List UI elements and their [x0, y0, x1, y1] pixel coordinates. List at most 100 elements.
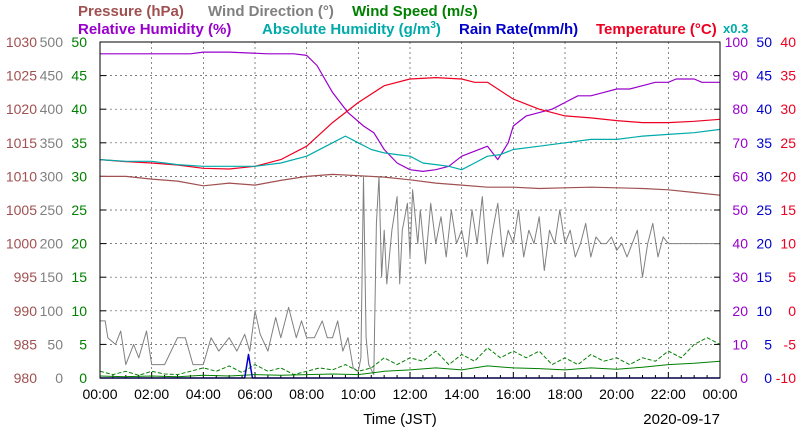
- y-tick-label-temperature: 20: [780, 168, 796, 184]
- legend: Pressure (hPa) Wind Direction (°) Wind Spe…: [78, 3, 748, 38]
- y-tick-label-humidity: 40: [732, 236, 748, 252]
- y-tick-label-wind_speed: 45: [71, 68, 87, 84]
- y-tick-label-pressure: 1000: [6, 236, 37, 252]
- y-tick-label-wind_direction: 500: [40, 34, 64, 50]
- y-tick-label-wind_speed: 10: [71, 303, 87, 319]
- y-tick-label-wind_direction: 100: [40, 303, 64, 319]
- y-tick-label-temperature: 30: [780, 101, 796, 117]
- y-tick-label-temperature: 40: [780, 34, 796, 50]
- legend-item: Pressure (hPa): [78, 3, 184, 20]
- legend-item: Wind Direction (°): [208, 3, 334, 20]
- y-tick-label-pressure: 1005: [6, 202, 37, 218]
- x-tick-label: 12:00: [392, 386, 427, 402]
- y-tick-label-wind_direction: 300: [40, 168, 64, 184]
- y-tick-label-temperature: 5: [788, 269, 796, 285]
- series-line: [99, 360, 721, 378]
- x-tick-label: 20:00: [599, 386, 634, 402]
- y-tick-label-wind_direction: 200: [40, 236, 64, 252]
- series-lines: [99, 51, 721, 379]
- legend-item: Relative Humidity (%): [78, 21, 231, 38]
- y-tick-label-humidity: 30: [732, 269, 748, 285]
- y-tick-label-pressure: 1025: [6, 68, 37, 84]
- y-tick-label-pressure: 995: [14, 269, 38, 285]
- y-tick-label-temperature: -5: [784, 336, 797, 352]
- y-tick-label-wind_speed: 30: [71, 168, 87, 184]
- y-tick-label-wind_direction: 0: [55, 370, 63, 386]
- x-tick-label: 10:00: [341, 386, 376, 402]
- series-line: [99, 128, 721, 171]
- y-tick-label-wind_speed: 5: [79, 336, 87, 352]
- y-tick-label-wind_direction: 450: [40, 68, 64, 84]
- x-tick-label: 08:00: [289, 386, 324, 402]
- x-tick-label: 06:00: [237, 386, 272, 402]
- y-tick-label-wind_speed: 35: [71, 135, 87, 151]
- y-tick-label-pressure: 980: [14, 370, 38, 386]
- y-tick-label-humidity: 50: [732, 202, 748, 218]
- y-tick-label-temperature: 10: [780, 236, 796, 252]
- series-line: [99, 337, 721, 376]
- series-line: [99, 76, 721, 170]
- y-tick-label-rain: 30: [756, 168, 772, 184]
- x-axis-label: Time (JST): [363, 411, 437, 428]
- legend-item: Wind Speed (m/s): [352, 3, 478, 20]
- y-tick-label-pressure: 985: [14, 336, 38, 352]
- y-tick-label-pressure: 1010: [6, 168, 37, 184]
- y-tick-label-rain: 50: [756, 34, 772, 50]
- y-tick-label-wind_speed: 15: [71, 269, 87, 285]
- series-line: [100, 51, 720, 172]
- y-tick-label-pressure: 990: [14, 303, 38, 319]
- y-tick-label-wind_speed: 40: [71, 101, 87, 117]
- x-tick-label: 00:00: [82, 386, 117, 402]
- x-tick-label: 14:00: [444, 386, 479, 402]
- y-tick-label-wind_speed: 20: [71, 236, 87, 252]
- y-tick-label-rain: 10: [756, 303, 772, 319]
- y-tick-label-wind_direction: 250: [40, 202, 64, 218]
- x-tick-label: 18:00: [547, 386, 582, 402]
- y-tick-label-wind_direction: 350: [40, 135, 64, 151]
- y-tick-label-rain: 25: [756, 202, 772, 218]
- right-axes: 1009080706050403020100504540353025201510…: [725, 34, 797, 386]
- y-tick-label-humidity: 100: [725, 34, 749, 50]
- y-tick-label-rain: 40: [756, 101, 772, 117]
- x-tick-label: 00:00: [702, 386, 737, 402]
- y-tick-label-rain: 35: [756, 135, 772, 151]
- legend-item: Temperature (°C): [596, 21, 717, 38]
- left-axes: 1030102510201015101010051000995990985980…: [6, 34, 87, 386]
- y-tick-label-wind_direction: 150: [40, 269, 64, 285]
- y-tick-label-temperature: 0: [788, 303, 796, 319]
- y-tick-label-humidity: 0: [740, 370, 748, 386]
- y-tick-label-rain: 15: [756, 269, 772, 285]
- y-tick-label-wind_speed: 50: [71, 34, 87, 50]
- legend-scale-note: x0.3: [723, 21, 748, 36]
- y-tick-label-humidity: 60: [732, 168, 748, 184]
- x-tick-label: 22:00: [651, 386, 686, 402]
- plot-frame: [99, 41, 721, 379]
- x-axis: 00:00 02:00 04:00 06:00 08:00 10:00 12:00 14:00…: [82, 386, 737, 402]
- legend-item: Rain Rate(mm/h): [459, 21, 578, 38]
- date-label: 2020-09-17: [643, 411, 720, 428]
- y-tick-label-humidity: 10: [732, 336, 748, 352]
- y-tick-label-pressure: 1015: [6, 135, 37, 151]
- y-tick-label-rain: 0: [764, 370, 772, 386]
- y-tick-label-pressure: 1030: [6, 34, 37, 50]
- y-tick-label-rain: 20: [756, 236, 772, 252]
- y-tick-label-humidity: 70: [732, 135, 748, 151]
- x-tick-label: 04:00: [186, 386, 221, 402]
- series-line: [100, 173, 721, 196]
- y-tick-label-wind_speed: 25: [71, 202, 87, 218]
- grid: [99, 41, 721, 379]
- y-tick-label-humidity: 80: [732, 101, 748, 117]
- y-tick-label-temperature: -10: [776, 370, 796, 386]
- y-tick-label-temperature: 35: [780, 68, 796, 84]
- y-tick-label-humidity: 90: [732, 68, 748, 84]
- y-tick-label-wind_direction: 400: [40, 101, 64, 117]
- y-tick-label-rain: 5: [764, 336, 772, 352]
- y-tick-label-wind_speed: 0: [79, 370, 87, 386]
- y-tick-label-temperature: 25: [780, 135, 796, 151]
- x-tick-label: 02:00: [134, 386, 169, 402]
- legend-item: Absolute Humidity (g/m3): [262, 20, 441, 38]
- y-tick-label-wind_direction: 50: [47, 336, 63, 352]
- y-tick-label-temperature: 15: [780, 202, 796, 218]
- series-line: [100, 175, 720, 376]
